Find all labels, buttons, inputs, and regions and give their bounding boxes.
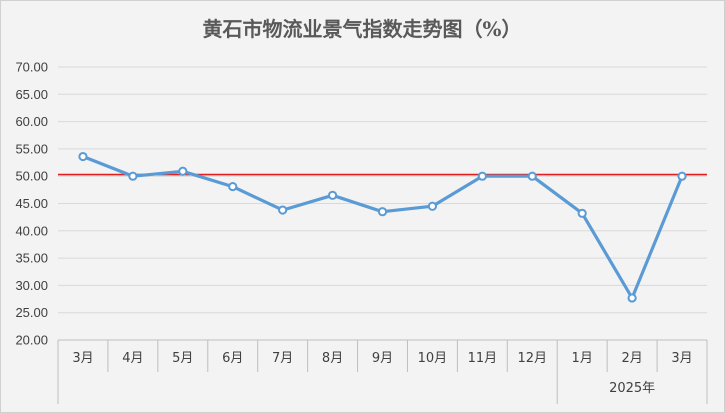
x-tick-label: 4月: [122, 351, 143, 366]
series-line: [81, 154, 684, 300]
data-point: [527, 171, 537, 181]
x-tick-label: 10月: [418, 351, 448, 366]
data-point: [178, 166, 188, 176]
data-point: [427, 201, 438, 211]
data-point: [477, 171, 487, 181]
x-tick-label: 9月: [372, 351, 393, 366]
y-tick-label: 25.00: [15, 305, 48, 320]
gridlines: [58, 66, 707, 314]
data-point: [677, 171, 687, 181]
chart-title: 黄石市物流业景气指数走势图（%）: [202, 17, 521, 41]
x-tick-label: 11月: [468, 351, 498, 366]
x-tick-label: 3月: [671, 351, 692, 366]
y-tick-label: 50.00: [15, 169, 48, 184]
axes: [57, 339, 708, 404]
y-tick-label: 70.00: [15, 60, 48, 75]
series-layer: [78, 151, 687, 303]
y-tick-label: 65.00: [15, 87, 48, 102]
x-tick-label: 6月: [222, 351, 243, 366]
y-tick-label: 40.00: [15, 223, 48, 238]
y-tick-label: 60.00: [15, 114, 48, 129]
x-tick-label: 12月: [517, 351, 547, 366]
y-tick-label: 55.00: [15, 141, 48, 156]
axis-labels: 20.00 25.00 30.00 35.00 40.00 45.00 50.00 55.00…: [15, 60, 692, 397]
x-tick-label: 7月: [272, 351, 293, 366]
x-tick-label: 3月: [72, 351, 93, 366]
y-tick-label: 35.00: [15, 251, 48, 266]
y-tick-label: 45.00: [15, 196, 48, 211]
data-point: [577, 208, 587, 218]
x-tick-label: 1月: [572, 351, 593, 366]
y-tick-label: 20.00: [15, 333, 48, 348]
data-point: [128, 171, 138, 181]
x-tick-label: 5月: [172, 351, 193, 366]
data-point: [627, 293, 637, 303]
data-point: [278, 205, 288, 215]
x-tick-label: 2月: [621, 351, 642, 366]
y-tick-label: 30.00: [15, 278, 48, 293]
data-point: [377, 207, 388, 217]
data-point: [78, 151, 88, 162]
x-group-label: 2025年: [609, 381, 655, 396]
x-tick-label: 8月: [322, 351, 343, 366]
data-point: [228, 181, 238, 192]
data-point: [327, 190, 338, 200]
